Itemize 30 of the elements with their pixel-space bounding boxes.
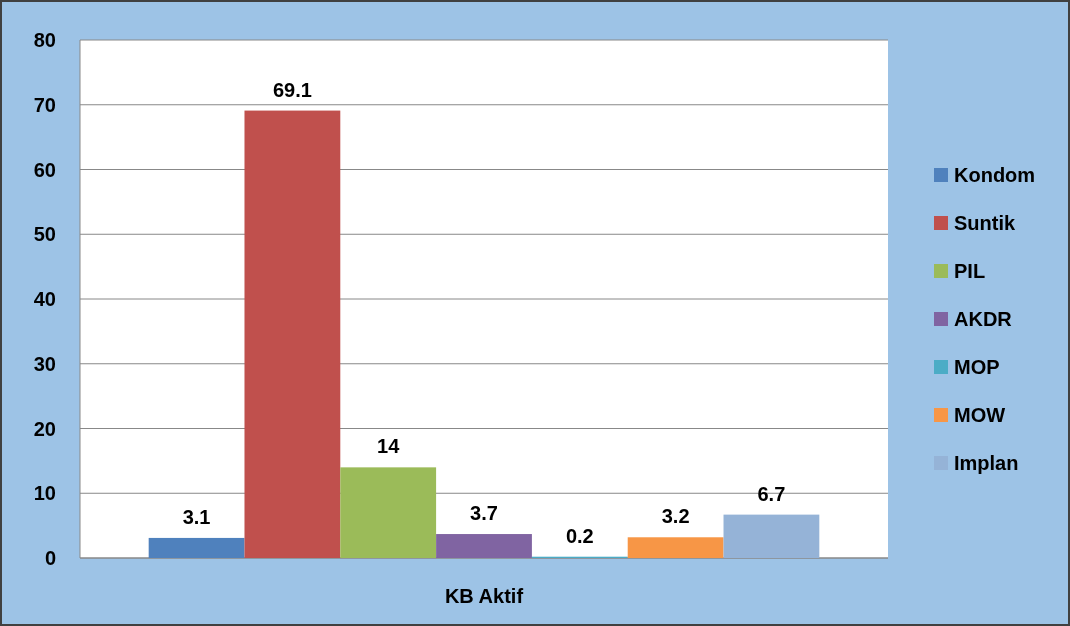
legend-label: Suntik xyxy=(954,212,1016,234)
data-label: 6.7 xyxy=(757,482,786,505)
bar xyxy=(244,110,341,558)
data-label: 3.2 xyxy=(661,505,690,528)
y-tick-label: 20 xyxy=(33,417,56,440)
data-label: 14 xyxy=(377,435,401,458)
data-label: 3.7 xyxy=(470,502,498,525)
y-tick-label: 70 xyxy=(33,93,56,116)
legend-label: Kondom xyxy=(954,164,1036,186)
y-tick-label: 0 xyxy=(44,547,56,569)
y-tick-label: 10 xyxy=(33,482,56,505)
y-tick-label: 40 xyxy=(33,288,56,310)
y-tick-label: 60 xyxy=(33,158,56,181)
legend-label: MOW xyxy=(954,404,1006,426)
x-tick-label: KB Aktif xyxy=(444,585,524,607)
y-tick-label: 30 xyxy=(33,352,56,375)
data-label: 3.1 xyxy=(182,505,211,528)
legend-label: Implan xyxy=(954,452,1019,474)
y-tick-label: 80 xyxy=(33,29,56,51)
bar xyxy=(436,534,532,558)
bar xyxy=(723,514,820,558)
bar xyxy=(148,537,245,558)
y-tick-label: 50 xyxy=(33,223,56,246)
legend-label: MOP xyxy=(954,356,1000,378)
legend-label: PIL xyxy=(954,260,986,282)
bar xyxy=(627,537,724,558)
data-label: 0.2 xyxy=(565,524,594,547)
legend-label: AKDR xyxy=(954,308,1013,330)
data-label: 69.1 xyxy=(272,78,312,101)
bar xyxy=(340,467,437,558)
